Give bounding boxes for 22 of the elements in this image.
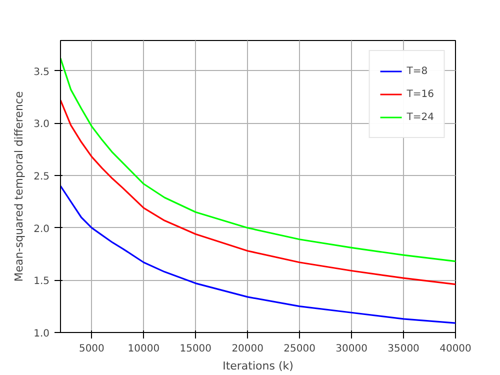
legend-label: T=8 (406, 66, 428, 76)
x-tick-label: 40000 (440, 344, 472, 354)
line-series (60, 99, 456, 286)
x-axis-title: Iterations (k) (222, 360, 294, 372)
y-tick-label: 1.5 (34, 276, 50, 288)
x-tick-label: 15000 (180, 344, 212, 354)
x-tick-label: 30000 (336, 344, 368, 354)
legend-label: T=24 (406, 112, 434, 122)
legend-label: T=16 (406, 88, 434, 100)
y-axis-title: Mean-squared temporal difference (12, 91, 26, 282)
y-tick-label: 2.5 (34, 172, 50, 183)
line-series (60, 57, 456, 262)
x-tick-label: 25000 (284, 344, 316, 354)
x-tick-label: 10000 (128, 344, 160, 354)
x-tick-label: 5000 (78, 344, 104, 354)
x-tick-label: 20000 (232, 344, 264, 354)
y-tick-label: 3.0 (34, 119, 50, 130)
y-tick-label: 2.0 (34, 224, 50, 235)
line-series (60, 185, 456, 324)
y-tick-label: 1.0 (34, 328, 50, 340)
y-tick-label: 3.5 (34, 66, 50, 78)
x-tick-label: 35000 (388, 344, 420, 354)
